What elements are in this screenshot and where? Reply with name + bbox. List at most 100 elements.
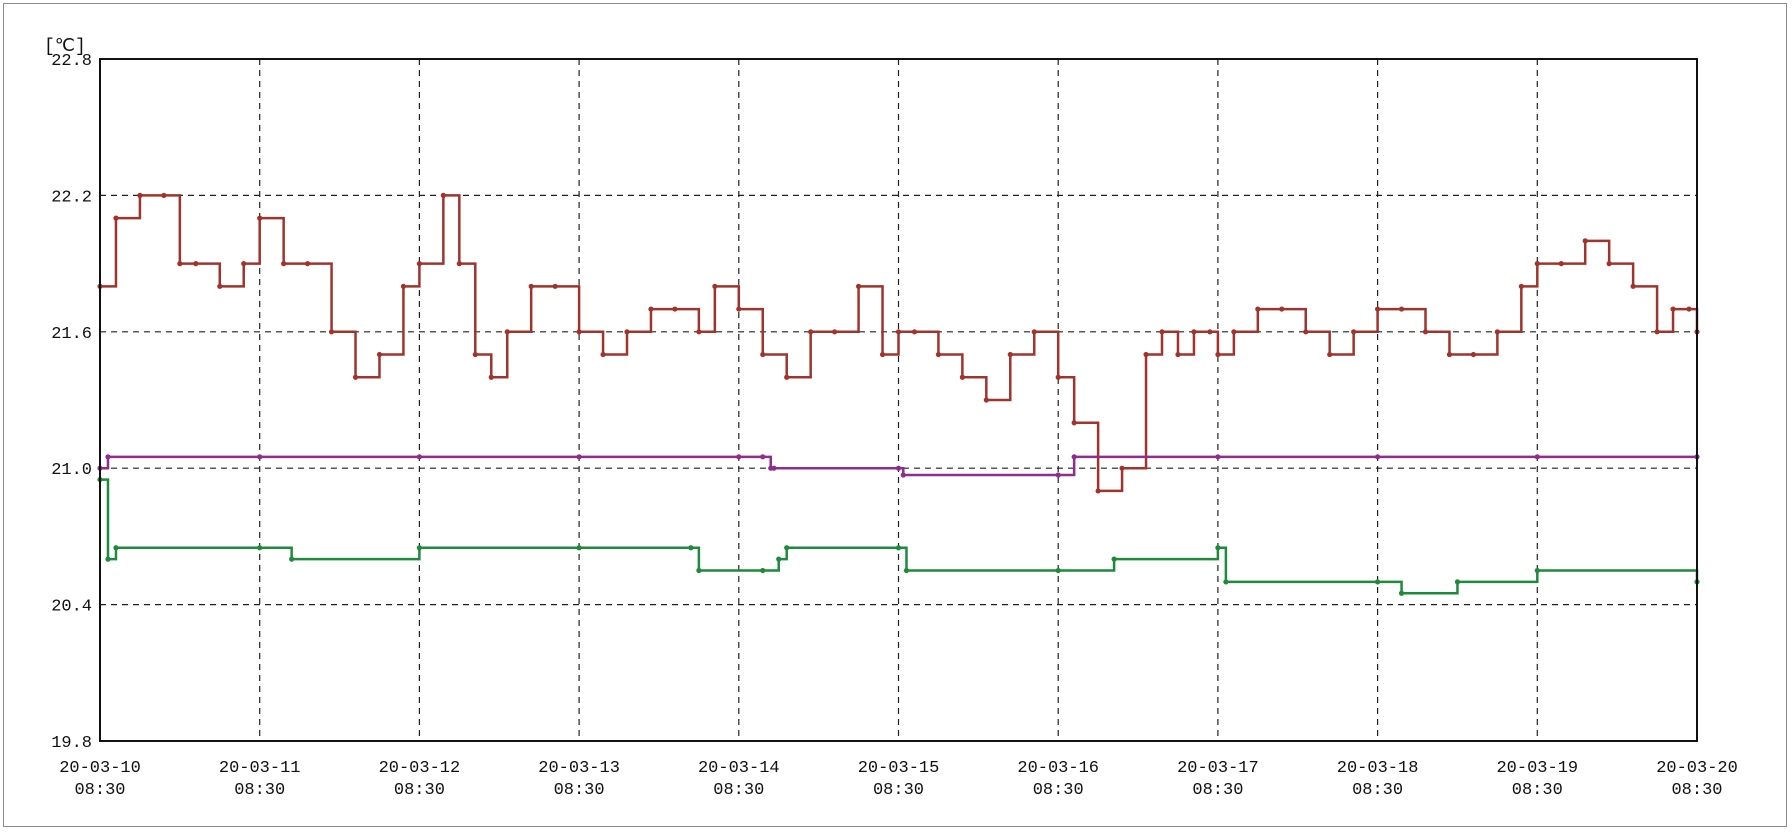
series-3-point: [1111, 556, 1117, 562]
series-1-point: [552, 283, 558, 289]
series-1-point: [983, 397, 989, 403]
x-tick-date: 20-03-16: [1017, 759, 1099, 778]
series-1-point: [528, 283, 534, 289]
series-1-point: [161, 192, 167, 198]
x-tick-time: 08:30: [74, 781, 125, 800]
series-1-point: [1534, 261, 1540, 267]
series-1-point: [1327, 351, 1333, 358]
series-3-point: [1223, 579, 1229, 585]
series-1-point: [1670, 306, 1676, 312]
series-1-point: [879, 351, 886, 358]
series-1-point: [1007, 351, 1013, 358]
series-3-point: [1215, 545, 1221, 551]
series-1-point: [1470, 351, 1477, 358]
series-1-point: [1686, 306, 1692, 312]
series-1-point: [1279, 306, 1285, 312]
x-tick-date: 20-03-17: [1177, 759, 1259, 778]
series-1-point: [1071, 420, 1077, 426]
series-1-point: [1159, 329, 1165, 335]
series-1-point: [241, 261, 247, 267]
series-3-point: [105, 556, 111, 562]
series-3-point: [688, 545, 694, 551]
chart-frame: [3, 3, 1787, 827]
series-1-point: [137, 192, 143, 198]
series-2-point: [1071, 454, 1077, 460]
series-1-point: [281, 261, 287, 267]
series-3-point: [113, 545, 119, 551]
series-1-point: [911, 329, 918, 335]
series-1-point: [1398, 306, 1405, 312]
series-1-point: [1207, 329, 1213, 335]
series-3-point: [903, 567, 910, 574]
series-1-point: [736, 306, 742, 312]
series-1-point: [376, 351, 383, 358]
series-1-point: [576, 329, 582, 335]
y-tick-label: 19.8: [51, 734, 92, 753]
series-1-point: [1303, 329, 1309, 335]
x-tick-time: 08:30: [234, 781, 285, 800]
x-tick-time: 08:30: [1671, 781, 1722, 800]
series-1-point: [832, 329, 838, 335]
series-1-point: [712, 283, 718, 289]
series-2-point: [576, 454, 582, 460]
series-1-point: [1422, 329, 1429, 335]
series-3-point: [289, 556, 295, 562]
series-3-point: [784, 545, 790, 551]
series-2-point: [257, 454, 263, 460]
series-1-point: [760, 351, 766, 358]
series-1-point: [935, 351, 942, 358]
series-1-point: [1231, 329, 1237, 335]
series-1-point: [959, 374, 965, 380]
series-3-point: [416, 545, 422, 551]
series-2-point: [895, 465, 902, 471]
series-3-point: [760, 567, 766, 574]
series-2-point: [736, 454, 742, 460]
y-unit-label: [℃]: [44, 37, 86, 57]
series-2-point: [900, 472, 906, 478]
series-1-point: [1031, 329, 1037, 335]
series-3-point: [895, 545, 902, 551]
series-1-point: [1654, 329, 1660, 335]
series-1-point: [1255, 306, 1261, 312]
series-1-point: [1375, 306, 1381, 312]
series-1-point: [1175, 351, 1181, 358]
series-1-point: [257, 215, 263, 221]
x-axis-ticks: 20-03-10 08:30 20-03-11 08:30 20-03-12 08:30 2…: [59, 759, 1738, 800]
series-1-point: [400, 283, 407, 289]
series-1-point: [895, 329, 902, 335]
series-1-point: [1215, 351, 1221, 358]
series-2-point: [771, 465, 777, 471]
y-tick-label: 21.0: [51, 461, 92, 480]
series-2-point: [760, 454, 766, 460]
x-tick-time: 08:30: [1352, 781, 1403, 800]
series-2-point: [1215, 454, 1221, 460]
series-1-point: [352, 374, 359, 380]
series-3-point: [1534, 567, 1540, 574]
series-1-point: [305, 261, 311, 267]
series-1-point: [113, 215, 119, 221]
series-1-point: [328, 329, 335, 335]
series-line-1: [100, 194, 1699, 493]
series-1-point: [488, 374, 494, 380]
grid-lines: [100, 59, 1697, 741]
series-1-point: [193, 261, 199, 267]
y-tick-label: 22.2: [51, 188, 92, 207]
x-tick-date: 20-03-19: [1496, 759, 1578, 778]
series-2-point: [105, 454, 111, 460]
x-tick-date: 20-03-10: [59, 759, 141, 778]
series-1-point: [1494, 329, 1500, 335]
series-1-point: [416, 261, 422, 267]
series-1-point: [440, 192, 446, 198]
series-1-point: [1351, 329, 1357, 335]
series-2-point: [1534, 454, 1540, 460]
series-3-point: [1055, 567, 1061, 574]
x-tick-date: 20-03-11: [219, 759, 301, 778]
series-3-point: [776, 556, 782, 562]
series-1-point: [472, 351, 478, 358]
x-tick-date: 20-03-12: [379, 759, 461, 778]
series-1-point: [1630, 283, 1636, 289]
series-1-point: [504, 329, 510, 335]
y-axis-ticks: 19.8 20.4 21.0 21.6 22.2 22.8: [51, 52, 92, 753]
plot-area-border: [99, 58, 1698, 742]
series-3-point: [1375, 579, 1381, 585]
